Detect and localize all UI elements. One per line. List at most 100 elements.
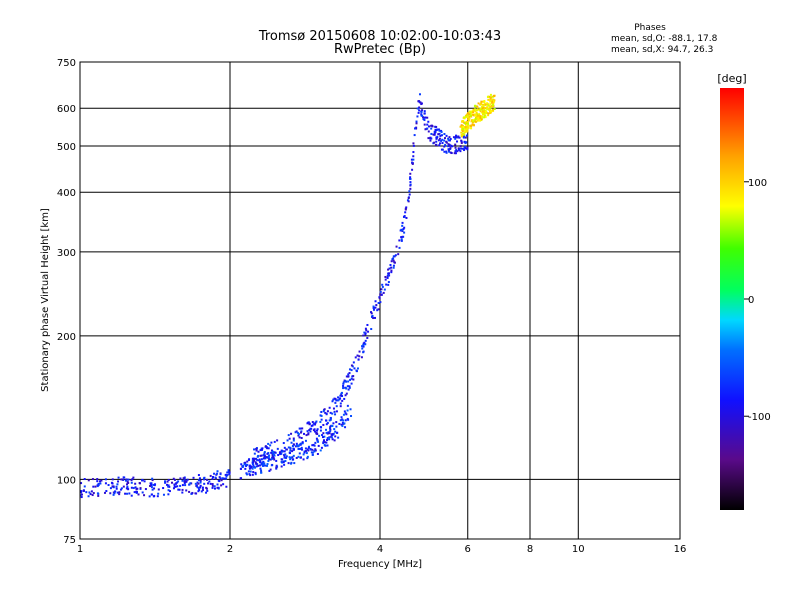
data-point bbox=[116, 491, 119, 494]
data-point bbox=[492, 94, 495, 97]
data-point bbox=[258, 464, 261, 467]
data-point bbox=[311, 453, 314, 456]
data-point bbox=[466, 127, 469, 130]
data-point bbox=[320, 410, 323, 413]
data-point bbox=[281, 458, 284, 461]
data-point bbox=[324, 411, 327, 414]
data-point bbox=[267, 456, 270, 459]
data-point bbox=[240, 463, 243, 466]
data-point bbox=[345, 392, 348, 395]
data-point bbox=[479, 115, 482, 118]
data-point bbox=[263, 456, 266, 459]
data-point bbox=[287, 446, 290, 449]
data-point bbox=[170, 481, 173, 484]
data-point bbox=[105, 490, 108, 493]
data-point bbox=[366, 323, 369, 326]
data-point bbox=[307, 432, 310, 435]
data-point bbox=[487, 107, 490, 110]
data-point bbox=[127, 481, 130, 484]
data-point bbox=[378, 297, 381, 300]
data-point bbox=[88, 491, 91, 494]
data-point bbox=[315, 429, 318, 432]
data-point bbox=[367, 330, 370, 333]
data-point bbox=[323, 408, 326, 411]
data-point bbox=[348, 385, 351, 388]
y-tick-label: 750 bbox=[57, 58, 76, 69]
data-point bbox=[401, 224, 404, 227]
data-point bbox=[402, 228, 405, 231]
data-point bbox=[466, 146, 469, 149]
data-point bbox=[311, 421, 314, 424]
data-point bbox=[342, 419, 345, 422]
data-point bbox=[403, 226, 406, 229]
data-point bbox=[477, 116, 480, 119]
data-point bbox=[168, 485, 171, 488]
data-point bbox=[325, 441, 328, 444]
data-point bbox=[257, 454, 260, 457]
data-point bbox=[417, 111, 420, 114]
data-point bbox=[319, 449, 322, 452]
data-point bbox=[476, 114, 479, 117]
data-point bbox=[167, 493, 170, 496]
data-point bbox=[295, 456, 298, 459]
data-point bbox=[473, 105, 476, 108]
data-point bbox=[478, 114, 481, 117]
data-point bbox=[344, 412, 347, 415]
data-point bbox=[224, 477, 227, 480]
data-point bbox=[473, 114, 476, 117]
data-point bbox=[455, 148, 458, 151]
data-point bbox=[352, 361, 355, 364]
data-point bbox=[164, 480, 167, 483]
data-point bbox=[207, 482, 210, 485]
data-point bbox=[177, 488, 180, 491]
data-point bbox=[462, 135, 465, 138]
data-point bbox=[292, 437, 295, 440]
data-point bbox=[196, 486, 199, 489]
data-point bbox=[408, 190, 411, 193]
data-point bbox=[481, 116, 484, 119]
data-point bbox=[134, 486, 137, 489]
data-point bbox=[392, 255, 395, 258]
data-point bbox=[97, 482, 100, 485]
data-point bbox=[470, 125, 473, 128]
data-point bbox=[471, 110, 474, 113]
data-point bbox=[416, 107, 419, 110]
data-point bbox=[186, 478, 189, 481]
data-point bbox=[297, 444, 300, 447]
data-point bbox=[343, 422, 346, 425]
data-point bbox=[328, 438, 331, 441]
data-point bbox=[480, 100, 483, 103]
data-point bbox=[264, 445, 267, 448]
data-point bbox=[176, 485, 179, 488]
data-point bbox=[459, 150, 462, 153]
data-point bbox=[291, 445, 294, 448]
data-point bbox=[490, 110, 493, 113]
data-point bbox=[482, 112, 485, 115]
data-point bbox=[472, 113, 475, 116]
data-point bbox=[217, 486, 220, 489]
data-point bbox=[154, 483, 157, 486]
data-point bbox=[99, 482, 102, 485]
data-point bbox=[257, 459, 260, 462]
data-point bbox=[197, 490, 200, 493]
data-point bbox=[320, 426, 323, 429]
data-point bbox=[356, 367, 359, 370]
data-point bbox=[184, 484, 187, 487]
data-point bbox=[307, 449, 310, 452]
data-point bbox=[264, 457, 267, 460]
data-point bbox=[375, 304, 378, 307]
data-point bbox=[333, 428, 336, 431]
data-point bbox=[407, 197, 410, 200]
data-point bbox=[292, 439, 295, 442]
data-point bbox=[409, 176, 412, 179]
data-point bbox=[434, 125, 437, 128]
data-point bbox=[138, 482, 141, 485]
data-point bbox=[466, 116, 469, 119]
data-point bbox=[83, 478, 86, 481]
data-point bbox=[141, 491, 144, 494]
data-point bbox=[127, 488, 130, 491]
data-point bbox=[244, 463, 247, 466]
data-point bbox=[390, 266, 393, 269]
data-point bbox=[447, 137, 450, 140]
data-point bbox=[274, 451, 277, 454]
